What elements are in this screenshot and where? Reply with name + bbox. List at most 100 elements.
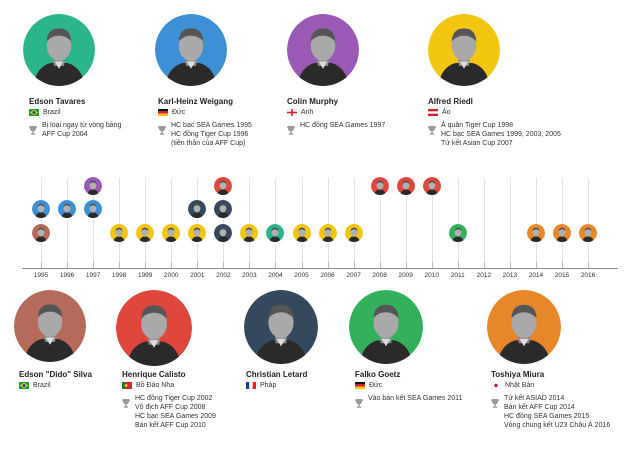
flag-brazil-icon	[19, 382, 29, 389]
year-label: 2001	[190, 272, 205, 279]
portrait-calisto	[116, 290, 192, 366]
tenure-dot-weigang	[84, 200, 103, 218]
timeline-axis	[22, 268, 618, 269]
timeline-gridline	[588, 178, 590, 268]
year-label: 2012	[476, 272, 492, 279]
tenure-dot-letard	[214, 200, 233, 218]
timeline-gridline	[327, 178, 329, 268]
trophy-icon	[355, 395, 363, 408]
year-label: 1999	[137, 272, 153, 279]
tenure-dot-weigang	[58, 200, 77, 218]
trophy-icon	[158, 122, 166, 135]
flag-france-icon	[246, 382, 256, 389]
timeline-gridline	[301, 178, 303, 268]
timeline-tick	[249, 262, 251, 268]
country-name: Đức	[369, 382, 383, 389]
achievement-line: Bán kết AFF Cup 2014	[504, 404, 575, 411]
portrait-murphy	[287, 14, 359, 86]
flag-england-icon	[287, 109, 297, 116]
achievement-line: Vào bán kết SEA Games 2011	[368, 395, 463, 402]
tenure-dot-riedl	[110, 224, 129, 242]
year-label: 2005	[294, 272, 309, 279]
tenure-dot-miura	[579, 224, 598, 242]
timeline-gridline	[562, 178, 563, 268]
trophy-icon	[122, 395, 130, 408]
timeline-tick	[353, 262, 355, 268]
trophy-icon	[287, 122, 295, 135]
timeline-tick	[223, 262, 225, 268]
timeline-gridline	[223, 178, 225, 268]
timeline-gridline	[41, 178, 42, 268]
portrait-tavares	[23, 14, 95, 86]
tenure-dot-silva	[32, 224, 50, 242]
coach-name: Karl-Heinz Weigang	[158, 97, 233, 106]
tenure-dot-miura	[526, 224, 545, 242]
year-label: 1998	[111, 272, 127, 279]
timeline-gridline	[535, 178, 537, 268]
achievement-line: Tứ kết Asian Cup 2007	[441, 140, 513, 147]
country-row: Nhật Bản	[491, 382, 534, 389]
coach-name: Edson Tavares	[29, 97, 86, 106]
country-row: Áo	[428, 109, 451, 116]
timeline-tick	[509, 262, 511, 268]
tenure-dot-riedl	[188, 224, 207, 242]
country-name: Áo	[442, 109, 451, 116]
year-label: 2014	[528, 272, 544, 279]
year-label: 2003	[242, 272, 257, 279]
achievement-line: Bị loại ngay từ vòng bảng	[42, 122, 122, 129]
flag-germany-icon	[355, 382, 365, 389]
portrait-goetz	[349, 290, 423, 364]
country-name: Đức	[172, 109, 186, 116]
tenure-dot-letard	[214, 224, 233, 242]
achievement-line: Vô địch AFF Cup 2008	[135, 404, 206, 411]
flag-japan-icon	[491, 382, 501, 389]
timeline-gridline	[353, 178, 355, 268]
tenure-dot-calisto	[422, 177, 441, 195]
country-name: Anh	[301, 109, 314, 116]
timeline-gridline	[431, 178, 433, 268]
country-row: Brazil	[29, 109, 61, 116]
timeline-tick	[327, 262, 329, 268]
year-label: 2007	[346, 272, 361, 279]
timeline-tick	[145, 262, 147, 268]
flag-portugal-icon	[122, 382, 132, 389]
timeline-gridline	[275, 178, 277, 268]
coach-name: Henrique Calisto	[122, 370, 186, 379]
portrait-silva	[14, 290, 86, 362]
tenure-dot-miura	[553, 224, 571, 242]
year-label: 2009	[398, 272, 413, 279]
achievement-line: HC đồng Tiger Cup 2002	[135, 395, 213, 402]
timeline-gridline	[483, 178, 485, 268]
year-label: 2011	[450, 272, 465, 279]
tenure-dot-riedl	[318, 224, 337, 242]
tenure-dot-calisto	[370, 177, 389, 195]
achievement-line: HC bạc SEA Games 2009	[135, 413, 216, 420]
year-label: 2008	[372, 272, 387, 279]
timeline-tick	[67, 262, 69, 268]
timeline-gridline	[119, 178, 121, 268]
timeline-tick	[197, 262, 199, 268]
tenure-dot-calisto	[396, 177, 415, 195]
timeline-gridline	[379, 178, 381, 268]
country-row: Pháp	[246, 382, 276, 389]
timeline-gridline	[405, 178, 407, 268]
year-label: 2006	[320, 272, 335, 279]
achievement-line: (tiền thân của AFF Cup)	[171, 140, 246, 147]
year-label: 1997	[85, 272, 101, 279]
timeline-gridline	[457, 178, 459, 268]
coach-name: Toshiya Miura	[491, 370, 545, 379]
achievement-line: HC bạc SEA Games 1999, 2003, 2005	[441, 131, 561, 138]
flag-germany-icon	[158, 109, 168, 116]
country-row: Đức	[158, 109, 185, 116]
timeline-tick	[275, 262, 277, 268]
coach-name: Alfred Riedl	[428, 97, 473, 106]
portrait-riedl	[428, 14, 500, 86]
tenure-dot-goetz	[448, 224, 467, 242]
year-label: 2010	[424, 272, 439, 279]
timeline-tick	[431, 262, 433, 268]
tenure-dot-calisto	[214, 177, 233, 195]
timeline-tick	[535, 262, 537, 268]
trophy-icon	[29, 122, 37, 135]
timeline-tick	[119, 262, 121, 268]
trophy-icon	[491, 395, 499, 408]
